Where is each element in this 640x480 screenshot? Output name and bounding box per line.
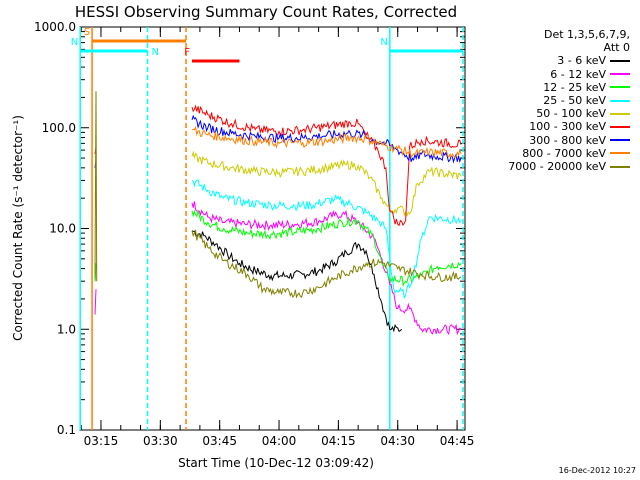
x-tick-label: 04:45 <box>440 434 475 448</box>
series-line <box>94 91 98 282</box>
legend-entry: 800 - 7000 keV <box>472 147 636 160</box>
y-tick-label: 0.1 <box>57 423 76 437</box>
legend-swatch <box>610 152 630 155</box>
series-line <box>191 179 462 299</box>
x-tick-label: 04:15 <box>321 434 356 448</box>
y-tick-label: 1.0 <box>57 322 76 336</box>
series-line <box>191 228 462 299</box>
legend-label: 7000 - 20000 keV <box>508 159 606 173</box>
legend-swatch <box>610 99 630 102</box>
series-line <box>191 150 462 217</box>
flag-label: N <box>71 37 78 48</box>
series-line <box>191 201 462 336</box>
legend-title-line: Det 1,3,5,6,7,9, <box>543 28 630 41</box>
legend-entry: 25 - 50 keV <box>472 94 636 107</box>
series-line <box>191 114 462 164</box>
legend: Det 1,3,5,6,7,9, Att 0 3 - 6 keV 6 - 12 k… <box>472 28 636 173</box>
legend-swatch <box>610 86 630 89</box>
flag-label: N <box>151 47 158 58</box>
series-line <box>191 125 462 159</box>
footer-timestamp: 16-Dec-2012 10:27 <box>558 466 636 475</box>
legend-swatch <box>610 73 630 76</box>
legend-swatch <box>610 165 630 168</box>
x-tick-label: 03:30 <box>143 434 178 448</box>
legend-entry: 3 - 6 keV <box>472 54 636 67</box>
legend-entry: 7000 - 20000 keV <box>472 160 636 173</box>
legend-label: 6 - 12 keV <box>550 67 606 81</box>
y-tick-label: 1000.0 <box>34 20 76 34</box>
flag-label: S <box>84 27 90 38</box>
legend-label: 25 - 50 keV <box>543 93 606 107</box>
legend-swatch <box>610 125 630 128</box>
legend-swatch <box>610 112 630 115</box>
series-lines <box>94 91 462 336</box>
legend-swatch <box>610 60 630 62</box>
series-line <box>94 289 97 315</box>
legend-swatch <box>610 139 630 142</box>
legend-label: 800 - 7000 keV <box>522 146 606 160</box>
series-line <box>191 104 462 227</box>
series-line <box>191 230 403 333</box>
legend-entry: 50 - 100 keV <box>472 107 636 120</box>
chart-title: HESSI Observing Summary Count Rates, Cor… <box>75 3 457 21</box>
flag-label: F <box>184 47 190 58</box>
x-tick-label: 04:30 <box>380 434 415 448</box>
plot-axes: 0.1 1.0 10.0 100.0 1000.0 03:15 03:30 03:45 04:0… <box>34 20 474 448</box>
x-tick-label: 03:45 <box>202 434 237 448</box>
legend-label: 300 - 800 keV <box>529 133 606 147</box>
legend-label: 12 - 25 keV <box>543 80 606 94</box>
legend-entry: 300 - 800 keV <box>472 134 636 147</box>
legend-label: 50 - 100 keV <box>536 107 606 121</box>
x-tick-label: 03:15 <box>84 434 119 448</box>
legend-entry: 6 - 12 keV <box>472 68 636 81</box>
legend-label: 100 - 300 keV <box>529 120 606 134</box>
series-line <box>191 209 462 288</box>
flag-bars: SN NFN <box>71 27 464 430</box>
x-tick-label: 04:00 <box>262 434 297 448</box>
y-axis-label: Corrected Count Rate (s⁻¹ detector⁻¹) <box>11 115 25 341</box>
y-tick-label: 10.0 <box>49 222 76 236</box>
x-axis-label: Start Time (10-Dec-12 03:09:42) <box>178 456 374 470</box>
legend-title-line: Att 0 <box>603 41 630 55</box>
legend-entry: 100 - 300 keV <box>472 120 636 133</box>
legend-entry: 12 - 25 keV <box>472 81 636 94</box>
flag-label: N <box>380 37 387 48</box>
legend-label: 3 - 6 keV <box>557 54 606 68</box>
y-tick-label: 100.0 <box>42 121 76 135</box>
